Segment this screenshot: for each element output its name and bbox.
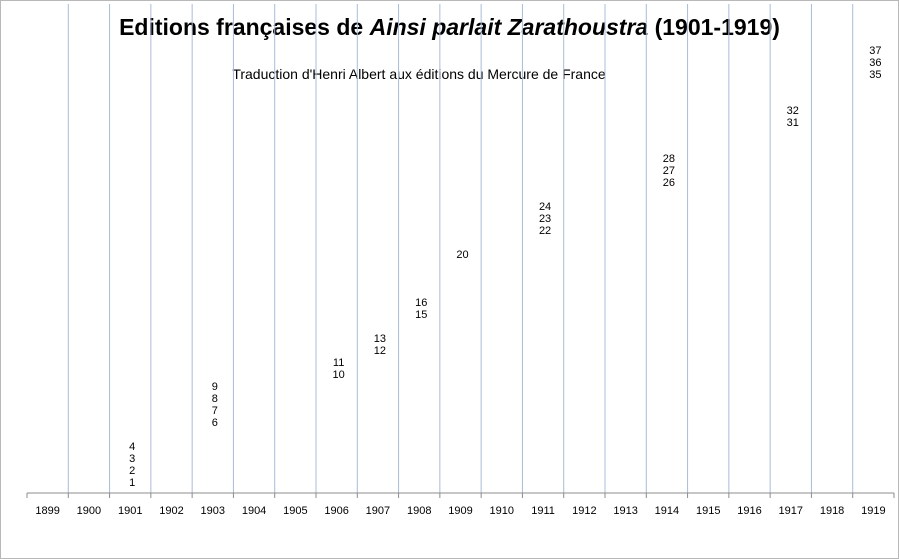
x-tick-label: 1913 <box>613 505 637 517</box>
x-tick-label: 1911 <box>531 505 555 517</box>
x-tick-label: 1900 <box>77 505 101 517</box>
edition-label: 11 <box>333 357 344 369</box>
edition-label: 20 <box>456 249 468 261</box>
chart-title: Editions françaises de Ainsi parlait Zar… <box>0 14 899 41</box>
edition-label: 16 <box>415 297 427 309</box>
x-tick-label: 1906 <box>324 505 348 517</box>
x-tick-label: 1917 <box>779 505 803 517</box>
edition-label: 13 <box>374 333 386 345</box>
x-tick-label: 1901 <box>118 505 142 517</box>
edition-label: 28 <box>663 153 675 165</box>
x-tick-label: 1904 <box>242 505 266 517</box>
edition-label: 2 <box>129 465 135 477</box>
edition-label: 35 <box>869 69 881 81</box>
chart-title-work: Ainsi parlait Zarathoustra <box>369 14 649 40</box>
x-tick-label: 1902 <box>159 505 183 517</box>
x-tick-label: 1918 <box>820 505 844 517</box>
chart-title-prefix: Editions françaises de <box>119 14 370 40</box>
edition-label: 22 <box>539 225 551 237</box>
x-tick-label: 1919 <box>861 505 885 517</box>
edition-label: 12 <box>374 345 386 357</box>
chart-title-suffix: (1901-1919) <box>648 14 780 40</box>
edition-label: 1 <box>129 477 135 489</box>
x-tick-label: 1899 <box>35 505 59 517</box>
x-tick-label: 1914 <box>655 505 679 517</box>
edition-label: 3 <box>129 453 135 465</box>
x-tick-label: 1915 <box>696 505 720 517</box>
edition-label: 26 <box>663 177 675 189</box>
edition-label: 15 <box>415 309 427 321</box>
x-tick-label: 1916 <box>737 505 761 517</box>
edition-label: 10 <box>333 369 345 381</box>
edition-label: 8 <box>212 393 218 405</box>
edition-label: 32 <box>787 105 799 117</box>
x-tick-label: 1908 <box>407 505 431 517</box>
x-tick-label: 1905 <box>283 505 307 517</box>
edition-label: 36 <box>869 57 881 69</box>
edition-label: 7 <box>212 405 218 417</box>
x-tick-label: 1910 <box>490 505 514 517</box>
x-tick-label: 1903 <box>201 505 225 517</box>
edition-label: 24 <box>539 201 551 213</box>
x-tick-label: 1909 <box>448 505 472 517</box>
edition-label: 9 <box>212 381 218 393</box>
chart-subtitle: Traduction d'Henri Albert aux éditions d… <box>232 66 606 82</box>
x-tick-label: 1912 <box>572 505 596 517</box>
x-tick-label: 1907 <box>366 505 390 517</box>
edition-label: 37 <box>869 45 881 57</box>
edition-label: 27 <box>663 165 675 177</box>
edition-label: 6 <box>212 417 218 429</box>
edition-label: 4 <box>129 441 135 453</box>
edition-label: 31 <box>787 117 799 129</box>
edition-label: 23 <box>539 213 551 225</box>
